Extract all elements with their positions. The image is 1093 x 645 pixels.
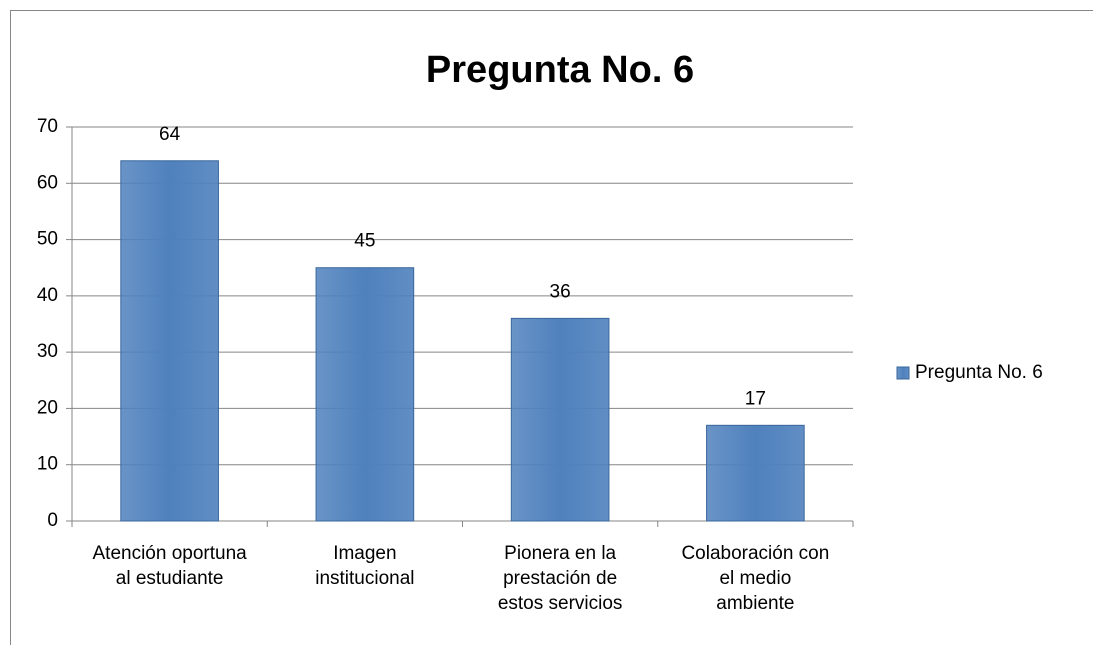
y-tick-label: 0: [47, 510, 58, 531]
x-tick-label: Colaboración con el medio ambiente: [681, 543, 830, 614]
bar: [510, 317, 610, 522]
bar: [120, 160, 219, 522]
x-tick-label: Imagen institucional: [315, 543, 415, 589]
y-tick-label: 40: [37, 285, 58, 306]
legend-label: Pregunta No. 6: [915, 362, 1043, 383]
data-label: 17: [745, 388, 766, 409]
data-label: 45: [354, 231, 375, 252]
bar: [706, 424, 805, 522]
x-tick-label: Atención oportuna al estudiante: [92, 543, 247, 589]
y-tick-label: 30: [37, 341, 58, 362]
data-label: 36: [550, 281, 571, 302]
legend-swatch: [896, 366, 910, 380]
y-tick-label: 20: [37, 397, 58, 418]
bar: [315, 267, 415, 522]
y-tick-label: 50: [37, 229, 58, 250]
chart-title: Pregunta No. 6: [426, 49, 694, 91]
y-tick-label: 60: [37, 172, 58, 193]
x-tick-label: Pionera en la prestación de estos servic…: [497, 543, 623, 614]
data-label: 64: [159, 124, 181, 145]
y-tick-label: 70: [37, 116, 58, 137]
y-tick-label: 10: [37, 454, 58, 475]
